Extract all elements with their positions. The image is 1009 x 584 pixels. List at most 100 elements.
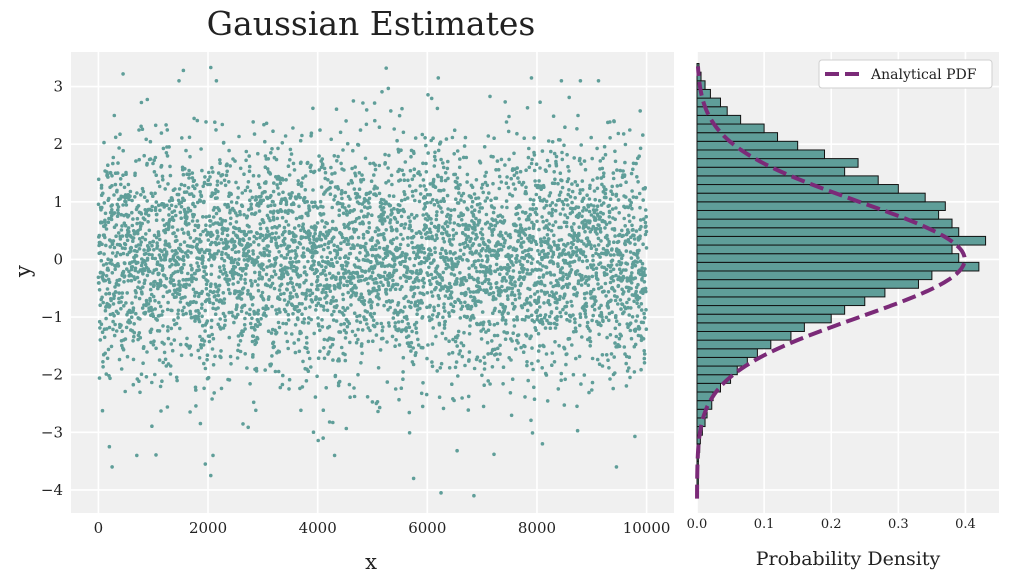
scatter-point [582,242,586,246]
scatter-point [236,250,241,254]
scatter-point [313,231,317,236]
scatter-point [535,314,540,319]
scatter-point [182,240,187,244]
scatter-point [559,238,564,242]
scatter-point [205,319,210,323]
scatter-point [561,284,566,289]
scatter-point [364,241,368,246]
scatter-point [286,223,291,227]
scatter-point [273,272,278,277]
scatter-point [131,239,135,243]
scatter-point [497,309,502,314]
scatter-point [592,189,597,193]
scatter-point [529,313,534,318]
scatter-point [489,269,493,273]
scatter-point [123,246,127,251]
scatter-point [97,376,102,380]
scatter-point [530,157,534,162]
scatter-point [120,224,124,228]
scatter-point [568,319,572,323]
scatter-point [559,225,563,230]
scatter-point [166,300,170,305]
scatter-point [321,287,326,292]
scatter-point [335,251,340,255]
scatter-point [488,322,492,327]
scatter-point [355,314,359,319]
scatter-point [408,275,413,280]
scatter-point [441,406,446,411]
scatter-point [573,320,577,325]
scatter-point [317,154,321,158]
scatter-point [400,250,405,255]
scatter-point [207,334,212,339]
scatter-point [591,313,595,318]
scatter-point [607,210,612,215]
scatter-point [429,221,434,225]
scatter-point [363,205,367,209]
scatter-point [600,182,604,187]
scatter-point [614,192,619,197]
scatter-point [463,363,467,368]
scatter-point [537,179,541,183]
scatter-point [451,337,455,342]
scatter-point [545,255,550,259]
scatter-point [511,331,515,336]
scatter-point [322,166,327,171]
scatter-point [491,295,496,299]
scatter-point [452,152,457,156]
scatter-point [358,128,363,132]
scatter-point [583,254,588,259]
scatter-point [414,188,418,193]
scatter-point [358,320,363,325]
scatter-point [183,167,187,171]
scatter-point [334,319,339,323]
scatter-point [599,239,603,243]
scatter-point [562,143,566,148]
scatter-point [426,273,430,278]
scatter-point [118,132,122,136]
scatter-point [145,273,150,278]
scatter-point [310,254,315,258]
scatter-point [577,225,581,229]
scatter-point [327,420,332,424]
scatter-point [378,348,383,352]
scatter-point [447,339,451,344]
scatter-point [486,244,490,249]
scatter-point [513,304,517,309]
scatter-point [293,239,297,244]
scatter-point [463,300,467,305]
scatter-point [314,245,319,249]
scatter-point [231,314,235,318]
scatter-point [100,242,104,246]
scatter-point [531,235,535,239]
scatter-point [458,271,462,275]
scatter-point [121,148,125,153]
scatter-point [364,317,368,322]
scatter-point [596,79,601,83]
scatter-point [329,257,334,262]
scatter-point [547,211,551,215]
scatter-point [320,219,324,223]
scatter-point [377,284,381,289]
scatter-point [628,328,633,333]
scatter-point [449,208,453,212]
scatter-point [129,315,134,320]
scatter-point [573,326,578,331]
scatter-point [438,281,442,286]
scatter-point [270,354,274,358]
scatter-point [540,215,544,219]
scatter-point [117,146,121,150]
scatter-point [585,193,589,197]
scatter-point [153,191,157,196]
scatter-point [142,248,146,252]
scatter-point [374,247,378,252]
scatter-point [377,405,382,410]
scatter-point [510,282,514,287]
scatter-point [209,282,213,286]
scatter-point [506,268,511,273]
scatter-point [596,236,601,241]
scatter-point [343,190,348,195]
scatter-point [339,161,343,166]
scatter-point [381,274,386,279]
scatter-point [250,303,255,307]
